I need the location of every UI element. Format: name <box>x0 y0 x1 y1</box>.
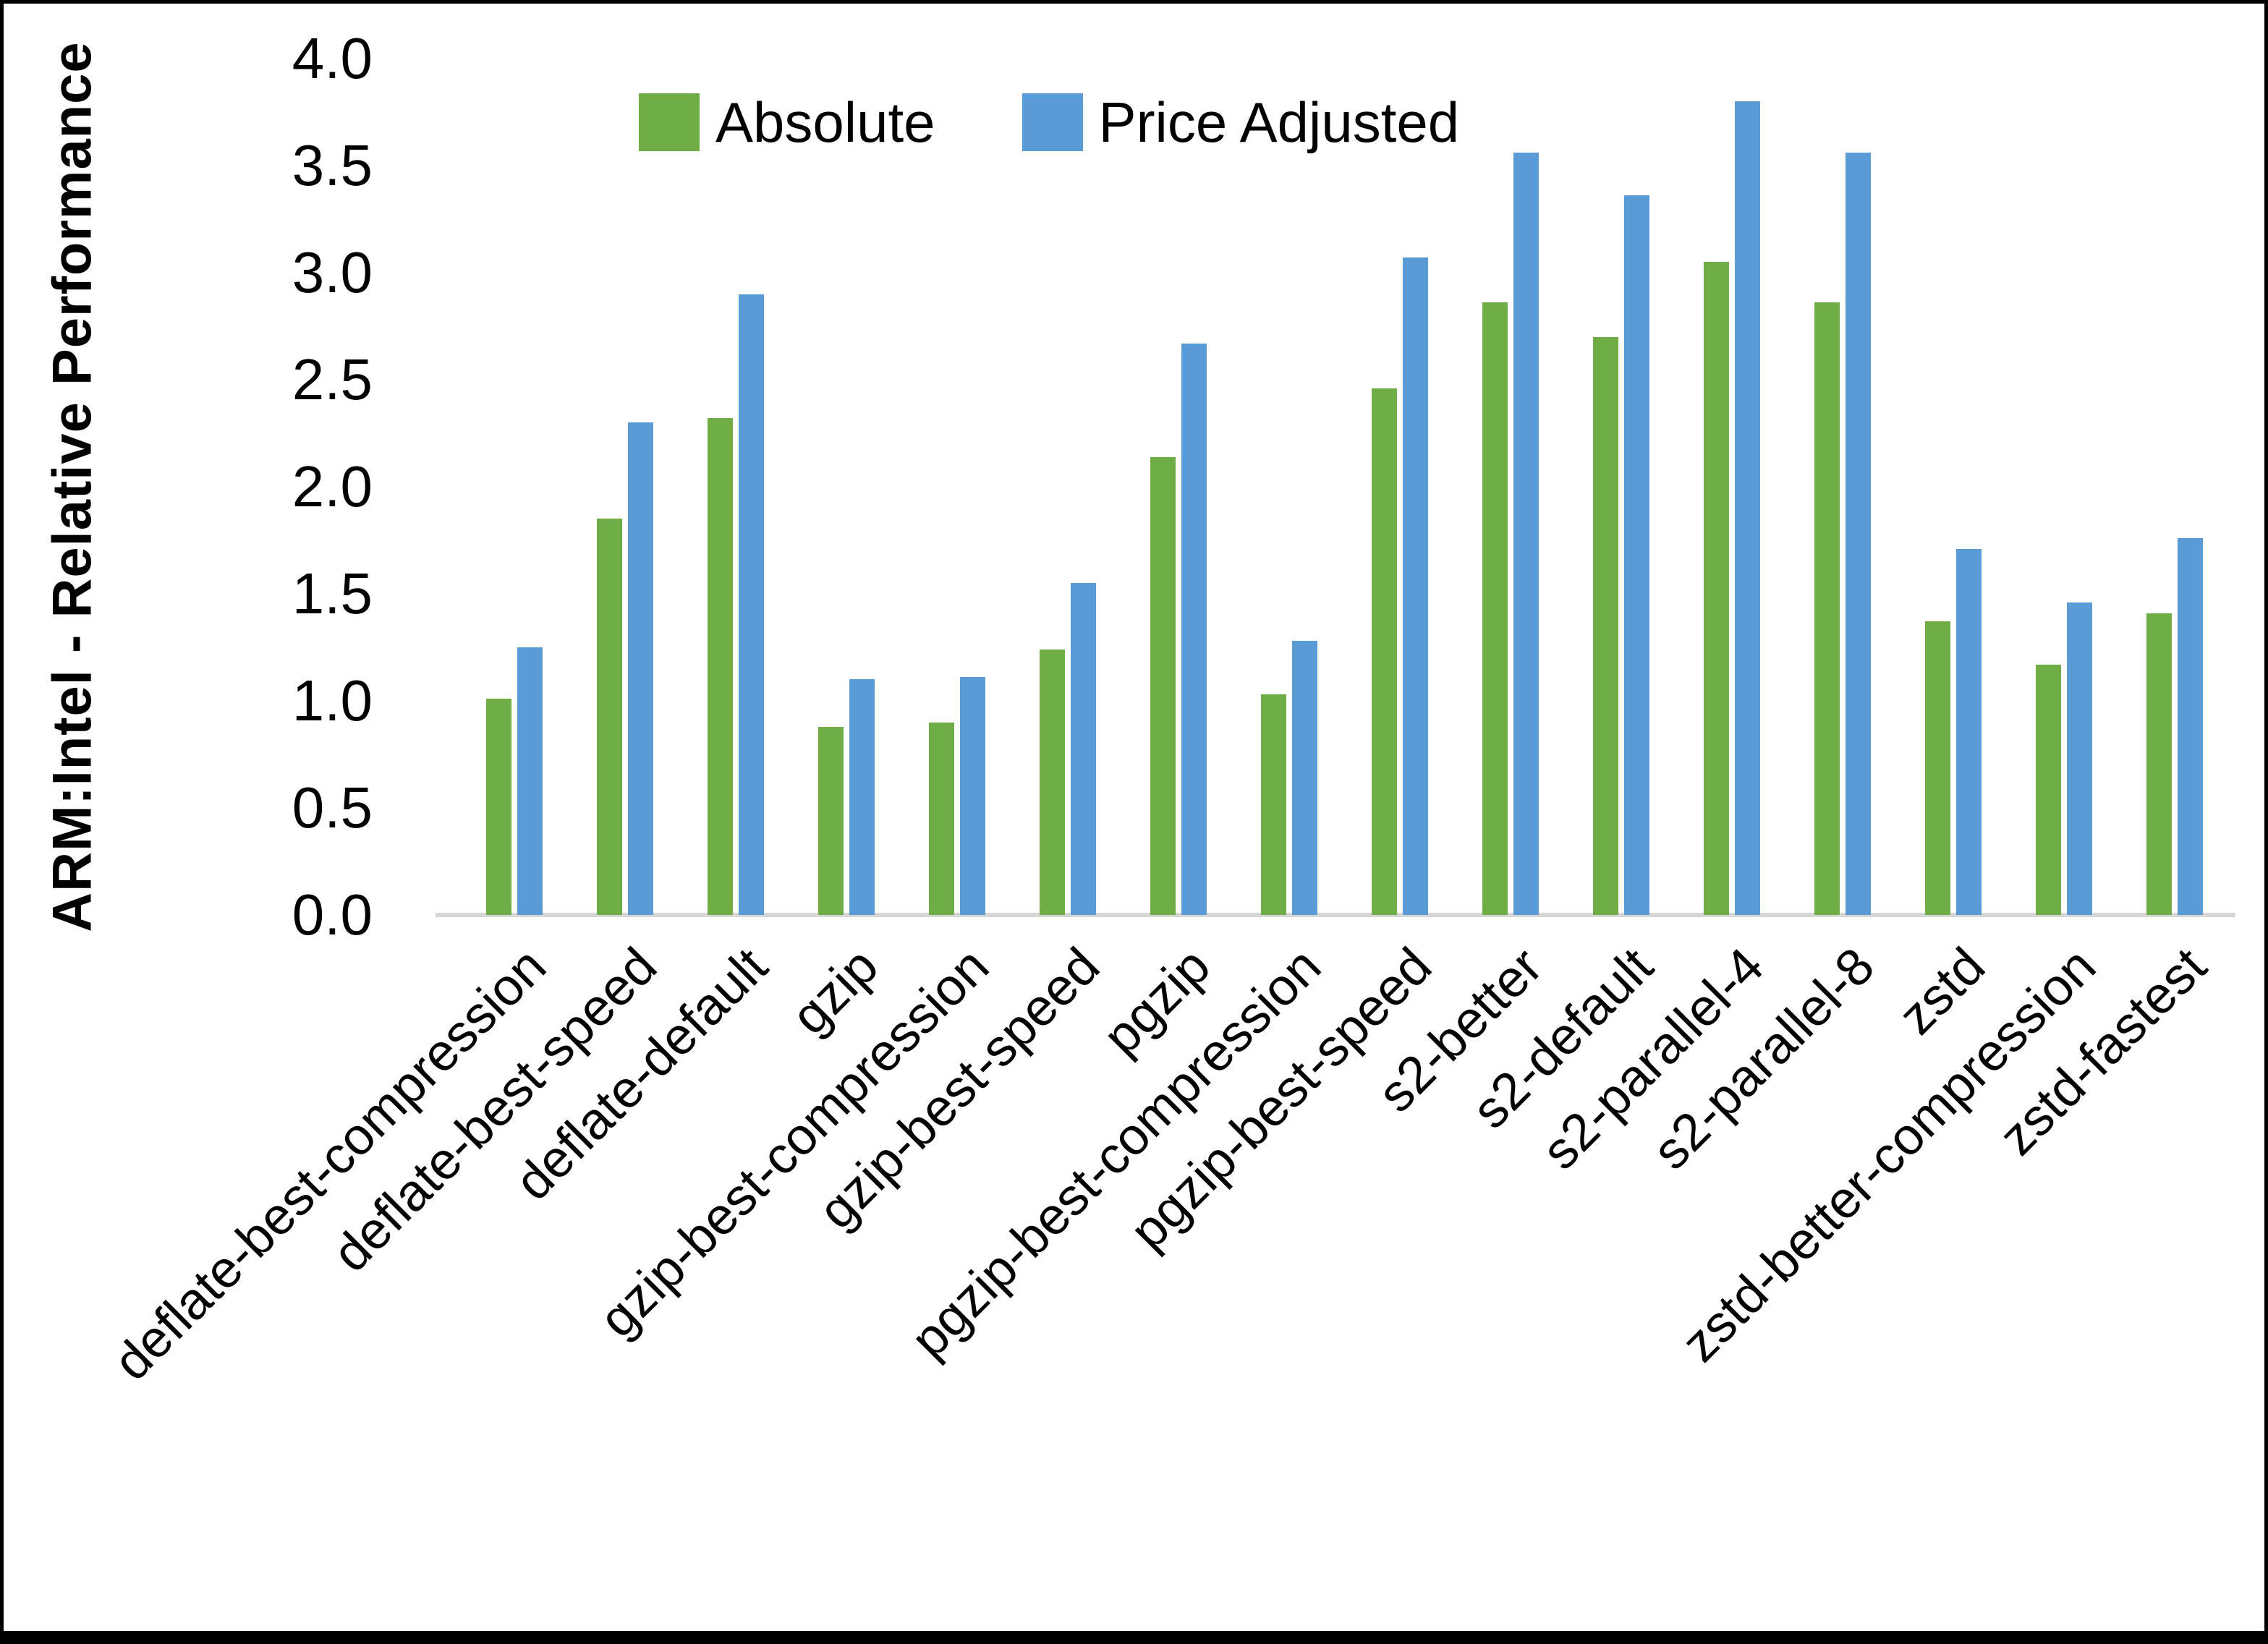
bar-absolute <box>1814 302 1840 915</box>
bar-price-adjusted <box>1846 153 1871 915</box>
bar-price-adjusted <box>1735 101 1760 915</box>
bar-price-adjusted <box>849 679 875 915</box>
y-tick-label: 1.5 <box>292 561 373 626</box>
y-tick-label: 4.0 <box>292 26 373 90</box>
bar-price-adjusted <box>2067 602 2092 915</box>
bar-price-adjusted <box>1403 257 1428 915</box>
y-tick-label: 2.0 <box>292 454 373 519</box>
y-tick-label: 3.5 <box>292 133 373 197</box>
bar-absolute <box>1704 262 1729 915</box>
bar-absolute <box>1925 621 1950 915</box>
bar-price-adjusted <box>1071 583 1096 915</box>
bar-price-adjusted <box>1956 548 1982 915</box>
y-tick-label: 2.5 <box>292 347 373 412</box>
bar-price-adjusted <box>960 677 985 915</box>
legend: Absolute Price Adjusted <box>639 92 1459 153</box>
y-tick-label: 0.0 <box>292 882 373 947</box>
bar-absolute <box>1261 694 1286 915</box>
bar-absolute <box>818 726 844 915</box>
bar-absolute <box>2036 664 2061 915</box>
bar-absolute <box>1150 456 1176 915</box>
legend-swatch-icon <box>1022 93 1083 151</box>
bar-absolute <box>486 699 511 915</box>
bar-price-adjusted <box>517 647 543 915</box>
x-axis-line <box>436 913 2235 917</box>
y-tick-label: 1.0 <box>292 668 373 733</box>
bar-price-adjusted <box>739 294 764 915</box>
bar-absolute <box>708 418 733 915</box>
bar-absolute <box>1593 336 1618 915</box>
bar-absolute <box>1372 388 1397 915</box>
legend-item: Price Adjusted <box>1022 90 1460 154</box>
bar-absolute <box>1482 302 1508 915</box>
bar-absolute <box>2146 613 2172 915</box>
y-tick-label: 0.5 <box>292 775 373 840</box>
bar-absolute <box>597 519 622 915</box>
legend-item: Absolute <box>639 92 935 153</box>
bar-absolute <box>1040 649 1065 915</box>
bar-price-adjusted <box>628 422 653 915</box>
y-tick-label: 3.0 <box>292 240 373 304</box>
bar-absolute <box>929 722 954 915</box>
bar-price-adjusted <box>1292 641 1317 915</box>
y-axis-title: ARM:Intel - Relative Performance <box>41 41 103 932</box>
plot-area <box>436 59 2235 917</box>
bar-price-adjusted <box>2178 538 2203 915</box>
legend-label: Price Adjusted <box>1098 90 1460 154</box>
legend-label: Absolute <box>715 90 935 154</box>
bar-price-adjusted <box>1513 153 1539 915</box>
legend-swatch-icon <box>639 93 700 151</box>
bar-price-adjusted <box>1624 195 1649 915</box>
bar-price-adjusted <box>1181 343 1207 915</box>
